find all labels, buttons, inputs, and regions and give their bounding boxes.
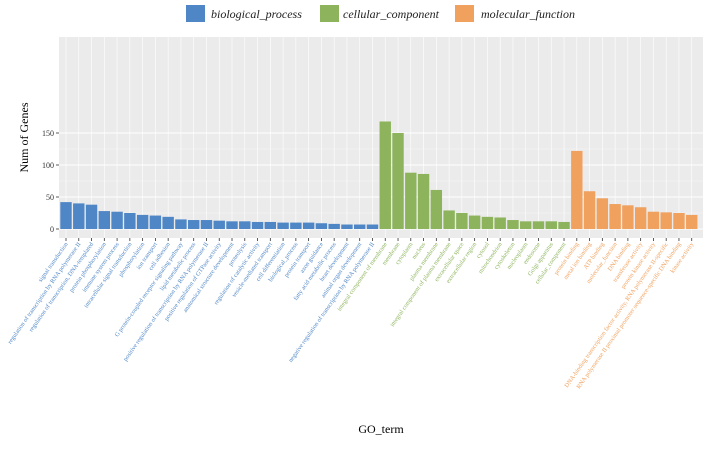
bar-biological_process — [73, 203, 85, 229]
bar-molecular_function — [596, 198, 609, 229]
legend-label-molecular_function: molecular_function — [481, 7, 575, 21]
bar-biological_process — [136, 214, 149, 229]
legend: biological_process cellular_component mole… — [186, 5, 575, 22]
x-tick-label: regulation of transcription by RNA polym… — [6, 241, 82, 345]
legend-label-cellular_component: cellular_component — [343, 7, 440, 21]
bar-biological_process — [188, 220, 200, 229]
bar-biological_process — [98, 211, 111, 229]
bar-biological_process — [213, 220, 225, 229]
bar-cellular_component — [443, 210, 455, 229]
legend-swatch-cellular_component — [320, 5, 339, 22]
bar-biological_process — [277, 222, 289, 229]
bar-biological_process — [111, 211, 123, 229]
bar-biological_process — [315, 223, 328, 229]
bar-molecular_function — [647, 211, 660, 229]
bar-biological_process — [175, 219, 187, 229]
bar-biological_process — [149, 215, 162, 229]
bar-biological_process — [328, 223, 340, 229]
bar-biological_process — [239, 221, 251, 229]
y-axis: 0 50 100 150 — [42, 129, 59, 234]
bar-biological_process — [251, 221, 264, 229]
bar-cellular_component — [456, 213, 468, 229]
y-tick-label: 50 — [46, 193, 54, 202]
bar-cellular_component — [417, 173, 430, 229]
bar-molecular_function — [634, 207, 647, 229]
bar-molecular_function — [571, 150, 583, 229]
legend-label-biological_process: biological_process — [211, 7, 302, 21]
legend-swatch-molecular_function — [455, 5, 474, 22]
legend-swatch-biological_process — [186, 5, 205, 22]
bar-cellular_component — [545, 221, 557, 229]
bar-biological_process — [85, 204, 98, 229]
bar-cellular_component — [520, 221, 532, 229]
bar-biological_process — [226, 221, 238, 229]
x-axis-title: GO_term — [358, 422, 404, 436]
bar-biological_process — [200, 220, 213, 229]
bar-molecular_function — [622, 205, 634, 229]
bar-cellular_component — [494, 217, 506, 229]
bar-biological_process — [302, 222, 315, 229]
bar-molecular_function — [686, 214, 698, 229]
bar-biological_process — [264, 221, 277, 229]
y-tick-label: 0 — [50, 225, 54, 234]
bar-cellular_component — [405, 172, 417, 229]
bar-molecular_function — [673, 213, 685, 229]
bar-cellular_component — [507, 220, 519, 229]
bar-biological_process — [366, 224, 379, 229]
bar-molecular_function — [609, 204, 621, 229]
y-tick-label: 100 — [42, 161, 54, 170]
bar-cellular_component — [468, 215, 481, 229]
bars — [60, 121, 698, 229]
bar-biological_process — [162, 216, 174, 229]
bar-biological_process — [60, 202, 72, 229]
y-tick-label: 150 — [42, 129, 54, 138]
bar-biological_process — [290, 222, 302, 229]
bar-biological_process — [354, 224, 366, 229]
bar-biological_process — [124, 213, 136, 229]
bar-cellular_component — [481, 216, 494, 229]
bar-molecular_function — [583, 191, 596, 229]
bar-cellular_component — [558, 221, 570, 229]
bar-cellular_component — [532, 221, 545, 229]
bar-cellular_component — [392, 133, 404, 229]
y-axis-title: Num of Genes — [17, 102, 31, 172]
bar-cellular_component — [430, 189, 443, 229]
bar-biological_process — [341, 224, 353, 229]
bar-cellular_component — [379, 121, 391, 229]
bar-molecular_function — [660, 212, 672, 229]
